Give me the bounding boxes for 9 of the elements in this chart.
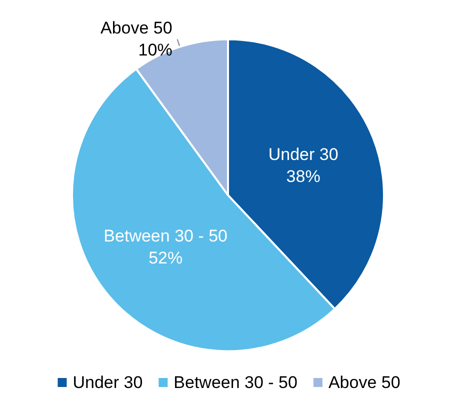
data-label: 52% [148,248,183,268]
slice-label: Under 30 [268,144,338,164]
slice-label: Above 50 [100,18,172,38]
legend-label: Under 30 [72,373,143,392]
data-label: 38% [286,166,320,186]
legend-label: Above 50 [328,373,400,392]
data-label: 10% [138,40,172,60]
legend-label: Between 30 - 50 [174,373,298,392]
slice-label: Between 30 - 50 [104,226,228,246]
